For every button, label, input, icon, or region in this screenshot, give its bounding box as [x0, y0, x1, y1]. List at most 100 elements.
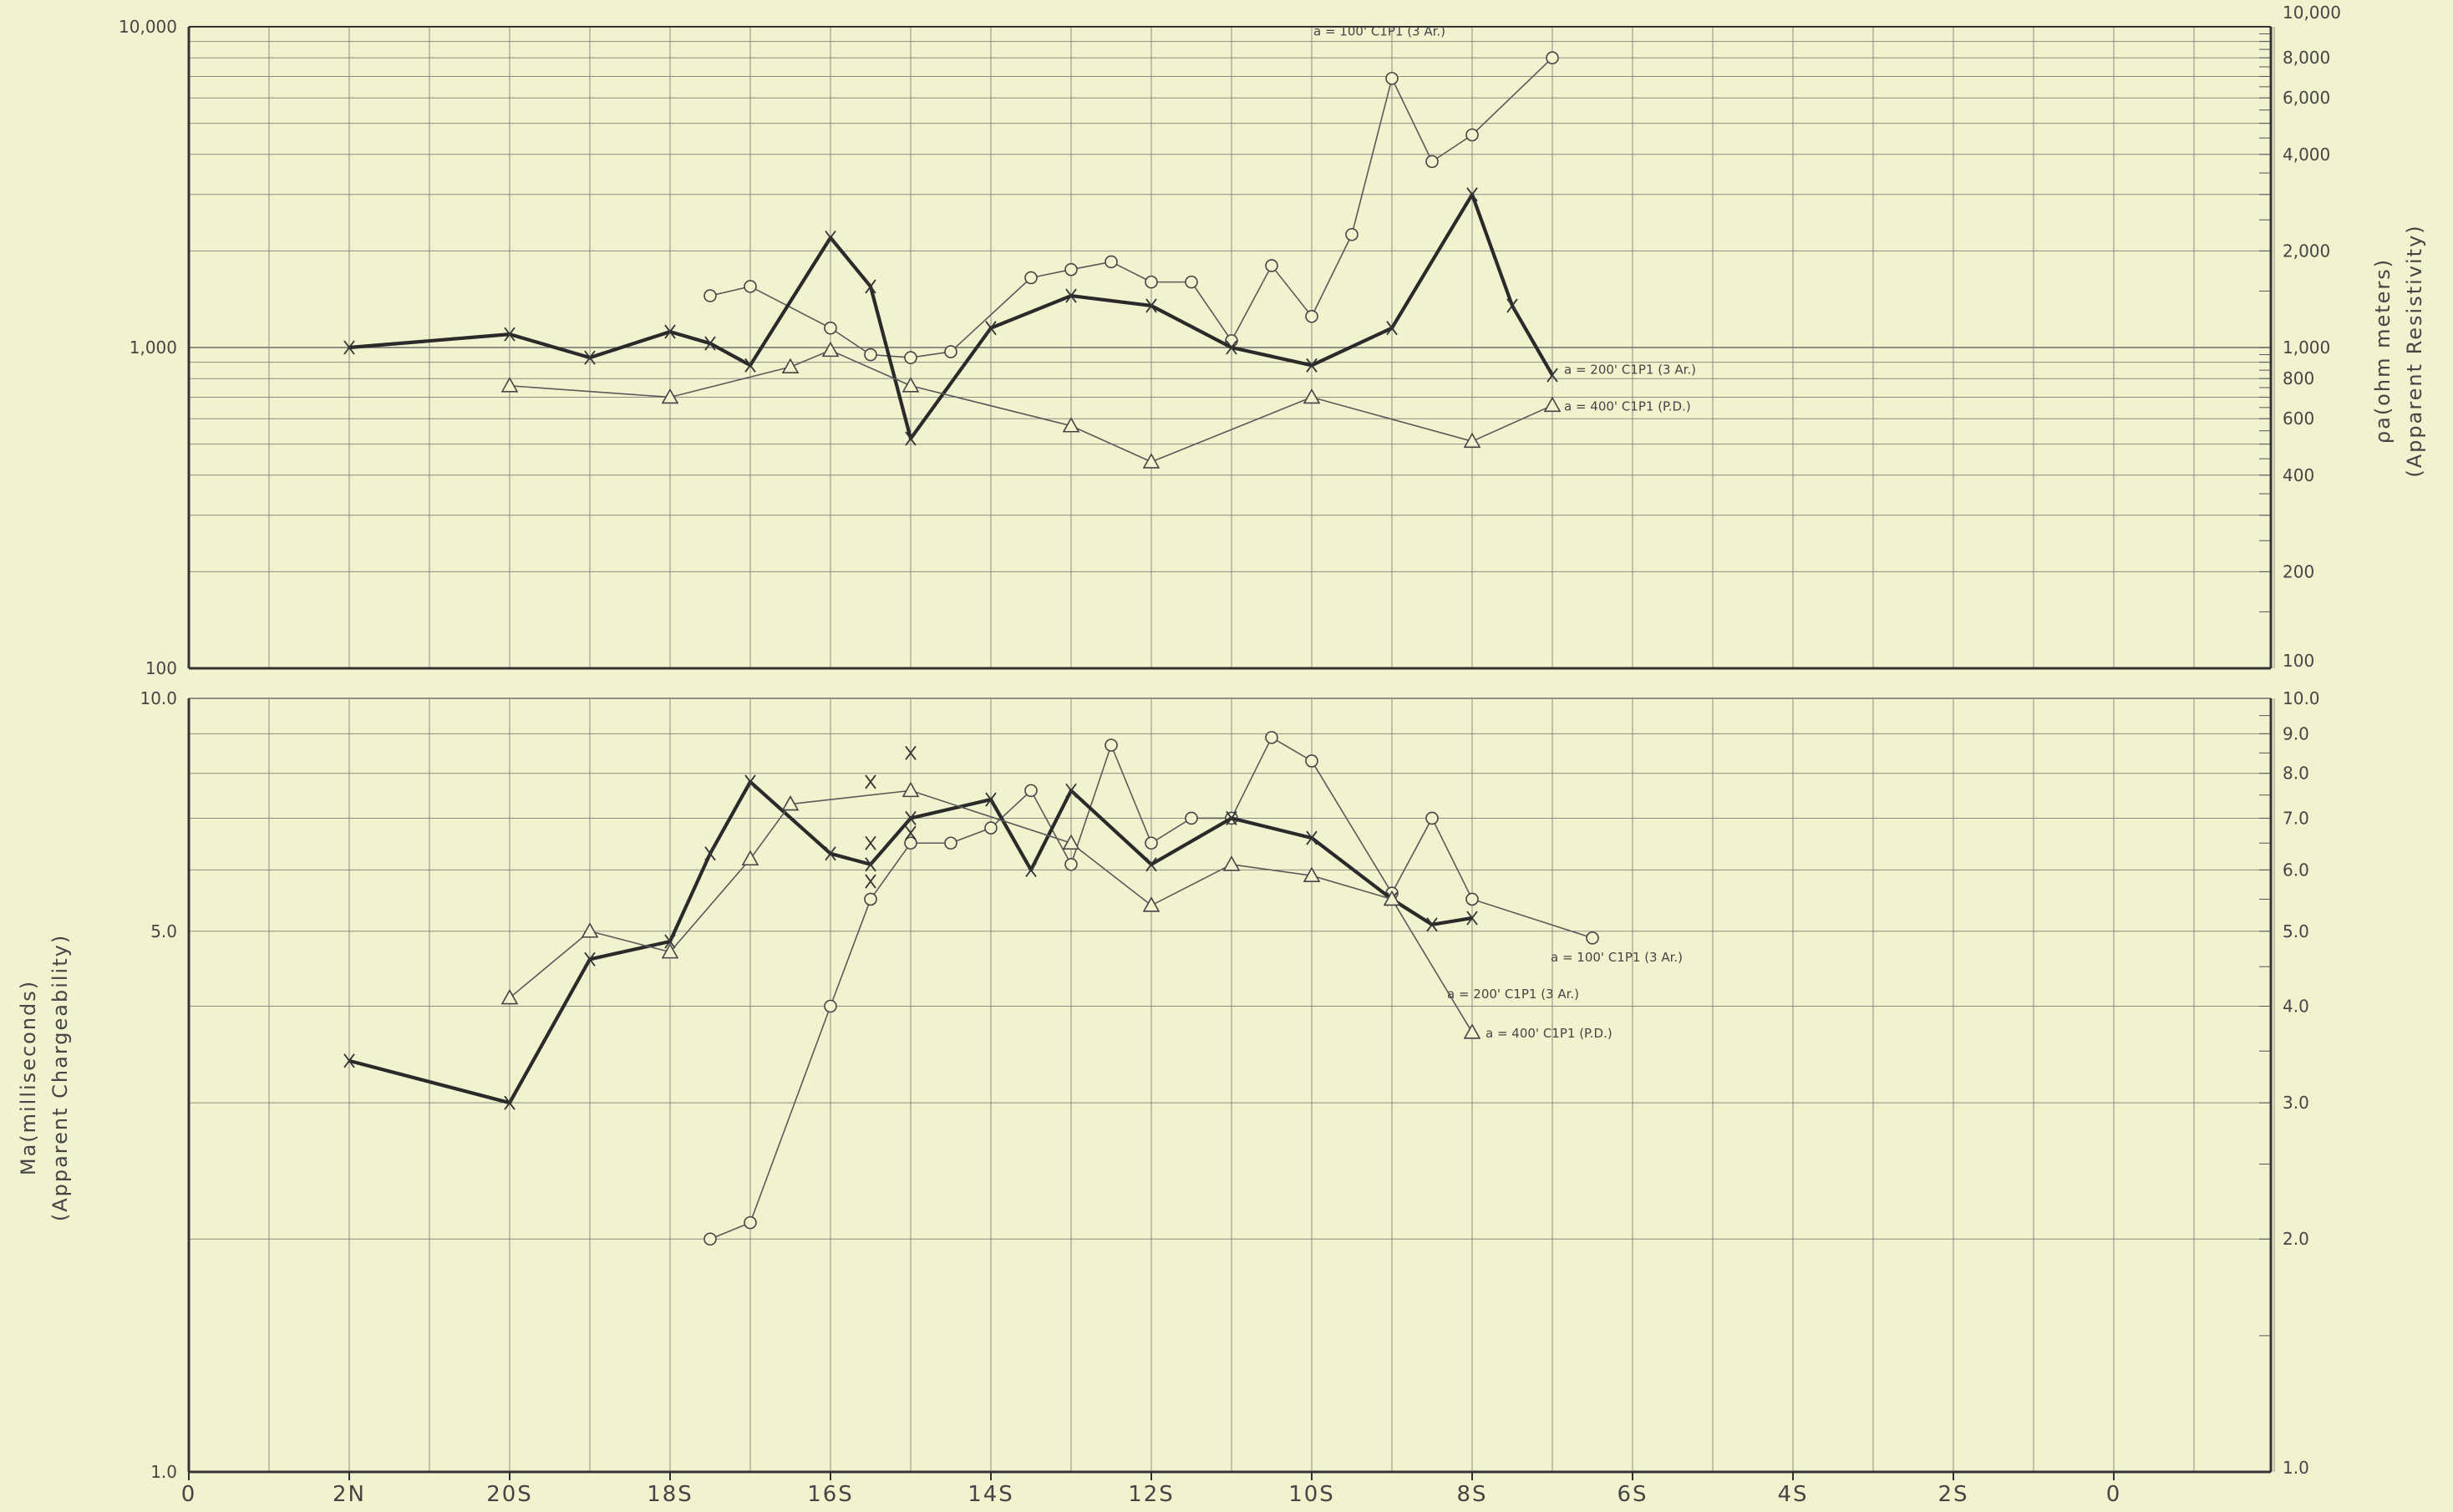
triangle-marker: [1303, 866, 1321, 882]
right-tick-label: 3.0: [2283, 1093, 2309, 1113]
circle-marker: [1345, 227, 1359, 241]
x-tick-label: 6S: [1617, 1482, 1648, 1507]
circle-marker: [1425, 155, 1439, 169]
triangle-marker: [661, 388, 679, 404]
resistivity-axis-title: ρa(ohm meters): [2371, 258, 2395, 444]
x-marker: [584, 350, 596, 365]
circle-marker: [1546, 51, 1559, 65]
x-marker: [744, 774, 756, 789]
right-tick-label: 10.0: [2283, 688, 2320, 708]
left-tick-label: 10.0: [140, 688, 177, 708]
x-marker: [1466, 187, 1478, 202]
x-marker: [504, 327, 515, 342]
circle-marker: [1145, 275, 1158, 289]
x-marker: [985, 792, 997, 807]
series-layer: [343, 51, 1599, 1246]
series-line: [348, 779, 1473, 1105]
circle-marker: [744, 280, 757, 293]
x-marker: [1025, 862, 1037, 877]
right-tick-label: 9.0: [2283, 723, 2309, 743]
circle-marker: [1185, 811, 1198, 825]
triangle-marker: [1142, 453, 1160, 469]
x-marker: [343, 340, 355, 355]
label-layer: 10,000 1,000 100 10,000 8,000 6,000 4,000 2,000…: [17, 3, 2426, 1507]
x-marker: [343, 1053, 355, 1068]
circle-marker: [944, 345, 957, 358]
x-marker: [905, 825, 917, 840]
left-tick-label: 5.0: [150, 921, 177, 941]
series-legend-label: a = 200' C1P1 (3 Ar.): [1564, 363, 1696, 378]
circle-marker: [1305, 754, 1318, 768]
series-legend-label: a = 100' C1P1 (3 Ar.): [1313, 24, 1445, 39]
x-marker: [1386, 321, 1398, 336]
circle-marker: [1024, 784, 1038, 798]
triangle-marker: [1463, 432, 1481, 449]
x-tick-label: 0: [181, 1482, 197, 1507]
circle-marker: [904, 351, 917, 364]
series-line: [509, 349, 1553, 463]
x-tick-label: 18S: [647, 1482, 693, 1507]
circle-marker: [744, 1215, 757, 1230]
circle-marker: [1465, 128, 1479, 142]
x-tick-label: 14S: [967, 1482, 1014, 1507]
x-tick-label: 2N: [333, 1482, 366, 1507]
x-marker: [905, 431, 917, 446]
circle-marker: [1265, 259, 1278, 272]
triangle-marker: [741, 850, 759, 866]
x-marker: [905, 810, 917, 825]
x-marker: [1226, 340, 1237, 355]
circle-marker: [1185, 275, 1198, 289]
right-tick-label: 1.0: [2283, 1458, 2309, 1478]
left-tick-label: 1,000: [130, 337, 177, 358]
circle-marker: [703, 1232, 717, 1246]
circle-marker: [824, 999, 837, 1013]
circle-marker: [1305, 309, 1318, 323]
x-marker: [1145, 298, 1157, 313]
circle-marker: [1385, 72, 1399, 85]
right-tick-label: 5.0: [2283, 921, 2309, 941]
circle-marker: [864, 348, 877, 362]
x-tick-label: 16S: [807, 1482, 854, 1507]
right-tick-label: 4,000: [2283, 145, 2330, 165]
x-marker: [704, 846, 716, 861]
circle-marker: [1145, 836, 1158, 850]
triangle-marker: [1062, 834, 1080, 850]
chargeability-axis-subtitle: (Apparent Chargeability): [48, 934, 72, 1221]
x-tick-label: 20S: [486, 1482, 533, 1507]
triangle-marker: [661, 943, 679, 959]
x-marker: [1306, 358, 1318, 373]
series-legend-label: a = 400' C1P1 (P.D.): [1564, 398, 1691, 414]
x-marker: [1546, 368, 1558, 383]
circle-marker: [1105, 255, 1118, 269]
x-tick-label: 2S: [1938, 1482, 1968, 1507]
x-marker: [865, 774, 876, 789]
series-line: [509, 789, 1473, 1033]
circle-marker: [824, 321, 837, 335]
circle-marker: [864, 892, 877, 906]
triangle-marker: [500, 377, 519, 393]
right-tick-label: 10,000: [2283, 3, 2341, 23]
x-marker: [1065, 783, 1077, 798]
circle-marker: [1265, 731, 1278, 744]
circle-marker: [1024, 271, 1038, 285]
x-marker: [865, 835, 876, 850]
x-marker: [865, 279, 876, 294]
circle-marker: [1425, 811, 1439, 825]
triangle-marker: [1463, 1023, 1481, 1039]
x-tick-label: 10S: [1288, 1482, 1335, 1507]
circle-marker: [1105, 738, 1118, 752]
x-tick-label: 0: [2106, 1482, 2122, 1507]
right-tick-label: 600: [2283, 408, 2314, 429]
circle-marker: [1465, 892, 1479, 906]
right-tick-label: 200: [2283, 561, 2314, 581]
right-tick-label: 8.0: [2283, 764, 2309, 784]
right-tick-label: 2,000: [2283, 241, 2330, 261]
x-marker: [664, 934, 676, 949]
right-tick-label: 4.0: [2283, 996, 2309, 1016]
x-marker: [504, 1095, 515, 1110]
x-marker: [865, 874, 876, 889]
chargeability-axis-title: Ma(milliseconds): [17, 980, 40, 1175]
x-marker: [744, 358, 756, 373]
x-marker: [1426, 917, 1438, 932]
